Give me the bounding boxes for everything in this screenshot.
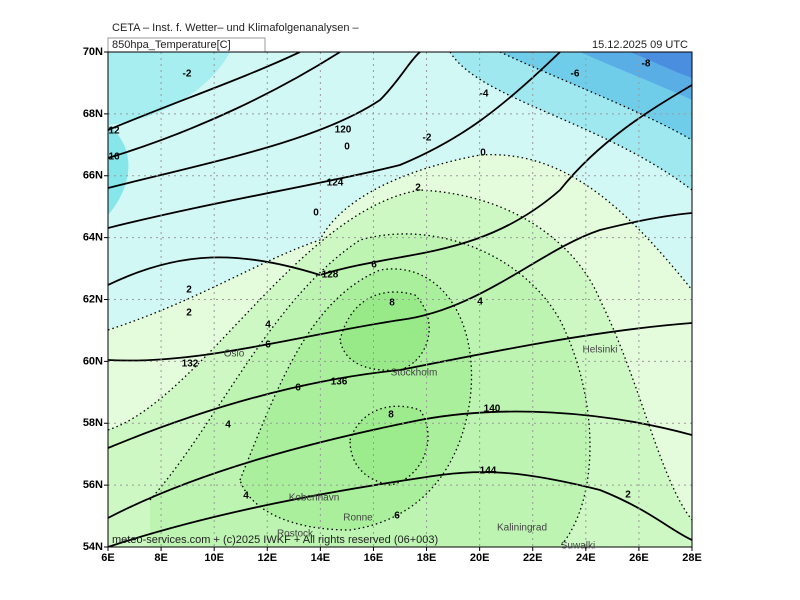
contour-label: 16 — [108, 152, 120, 163]
contour-label: 2 — [625, 490, 631, 501]
lon-label: 12E — [257, 552, 277, 564]
contour-label: 120 — [335, 125, 352, 136]
lat-label: 58N — [83, 417, 103, 429]
contour-label: 140 — [484, 404, 501, 415]
place-name: Kobenhavn — [289, 493, 340, 504]
contour-label: 6 — [371, 260, 377, 271]
place-names: Oslo Stockholm Helsinki Kobenhavn Ronne … — [224, 345, 618, 552]
contour-label: 12 — [108, 126, 120, 137]
contour-label: -8 — [642, 59, 651, 70]
contour-label: 132 — [182, 359, 199, 370]
contour-label: 6 — [394, 511, 400, 522]
contour-label: 0 — [313, 208, 319, 219]
contour-label: 128 — [322, 270, 339, 281]
valid-time: 15.12.2025 09 UTC — [592, 39, 688, 51]
contour-label: 136 — [331, 377, 348, 388]
lon-label: 22E — [523, 552, 543, 564]
product: 850hpa_Temperature[C] — [112, 39, 231, 51]
lat-label: 64N — [83, 232, 103, 244]
contour-label: -4 — [480, 89, 489, 100]
contour-label: -6 — [571, 69, 580, 80]
lon-label: 18E — [417, 552, 437, 564]
place-name: Helsinki — [582, 345, 617, 356]
contour-label: 8 — [388, 410, 394, 421]
lon-label: 20E — [470, 552, 490, 564]
lon-label: 28E — [682, 552, 702, 564]
contour-label: 4 — [265, 320, 271, 331]
contour-label: 0 — [480, 148, 486, 159]
contour-labels: -2 -2 -4 -6 -8 120 0 124 0 0 2 128 6 8 4… — [108, 59, 650, 522]
graticule — [108, 52, 692, 547]
place-name: Oslo — [224, 349, 245, 360]
lon-label: 6E — [101, 552, 114, 564]
lat-label: 56N — [83, 479, 103, 491]
contour-label: -2 — [183, 69, 192, 80]
contour-label: 8 — [389, 298, 395, 309]
place-name: Suwalki — [561, 541, 595, 552]
contour-label: 124 — [327, 178, 344, 189]
contour-label: 4 — [225, 420, 231, 431]
lon-label: 26E — [629, 552, 649, 564]
lat-label: 54N — [83, 541, 103, 553]
contour-label: 0 — [344, 142, 350, 153]
contour-label: 6 — [265, 340, 271, 351]
map-field — [108, 52, 692, 547]
contour-label: -2 — [423, 133, 432, 144]
header-title: CETA – Inst. f. Wetter– und Klimafolgena… — [112, 22, 359, 34]
contour-label: 4 — [477, 297, 483, 308]
lat-label: 70N — [83, 46, 103, 58]
lon-label: 24E — [576, 552, 596, 564]
place-name: Ronne — [343, 513, 373, 524]
place-name: Stockholm — [391, 368, 438, 379]
contour-label: 2 — [186, 308, 192, 319]
lon-label: 16E — [364, 552, 384, 564]
lon-label: 8E — [154, 552, 167, 564]
lat-label: 60N — [83, 355, 103, 367]
lat-label: 68N — [83, 108, 103, 120]
lat-label: 66N — [83, 170, 103, 182]
place-name: Rostock — [277, 529, 314, 540]
contour-label: 4 — [243, 491, 249, 502]
lat-label: 62N — [83, 293, 103, 305]
footer: meteo-services.com + (c)2025 IWKF + All … — [112, 534, 438, 546]
contour-label: 2 — [186, 285, 192, 296]
lon-label: 10E — [204, 552, 224, 564]
contour-label: 144 — [480, 466, 497, 477]
contour-label: 2 — [415, 183, 421, 194]
place-name: Kaliningrad — [497, 523, 547, 534]
lon-label: 14E — [311, 552, 331, 564]
contour-label: 6 — [295, 383, 301, 394]
